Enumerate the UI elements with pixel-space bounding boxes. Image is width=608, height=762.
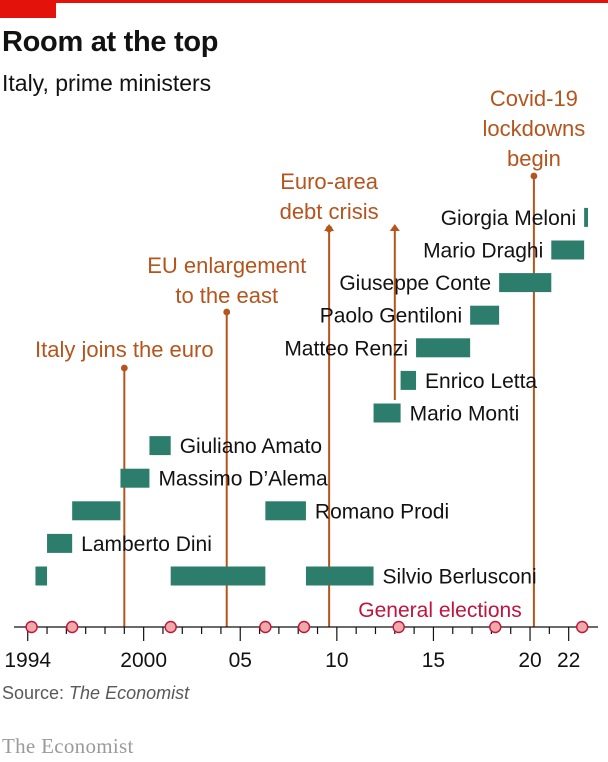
- election-marker: [259, 620, 272, 634]
- top-rule: [0, 0, 608, 3]
- election-marker: [576, 620, 589, 634]
- event-marker: [530, 172, 538, 180]
- pm-name-label: Romano Prodi: [315, 500, 449, 523]
- pm-term-bar: [416, 338, 471, 358]
- pm-term-bar: [47, 533, 73, 553]
- x-tick-label: 1994: [4, 649, 51, 672]
- event-marker: [120, 364, 128, 372]
- event-marker: [389, 224, 400, 231]
- pm-term-bar: [120, 468, 150, 488]
- election-marker: [65, 620, 79, 634]
- pm-term-bar: [470, 305, 500, 325]
- pm-term-bar: [149, 436, 171, 456]
- brand-logo: The Economist: [2, 734, 134, 758]
- x-tick-label: 10: [325, 649, 348, 672]
- x-tick-label: 2000: [120, 649, 167, 672]
- election-label: General elections: [358, 599, 521, 622]
- pm-name-label: Lamberto Dini: [81, 533, 212, 556]
- event-label: debt crisis: [280, 199, 379, 224]
- election-marker: [392, 620, 405, 634]
- pm-name-label: Giuliano Amato: [180, 435, 322, 458]
- pm-name-label: Massimo D’Alema: [158, 468, 328, 491]
- source-note: Source: The Economist: [2, 683, 189, 704]
- chart-subtitle: Italy, prime ministers: [2, 70, 212, 96]
- election-marker: [297, 620, 311, 634]
- chart-title: Room at the top: [2, 26, 219, 58]
- event-label: EU enlargement: [147, 253, 306, 278]
- gantt-chart: Italy joins the euro EU enlargement to the…: [4, 86, 598, 672]
- event-label: Euro-area: [280, 169, 379, 194]
- pm-name-label: Silvio Berlusconi: [383, 566, 537, 589]
- pm-term-bar: [499, 273, 552, 293]
- pm-name-label: Giuseppe Conte: [339, 272, 491, 295]
- pm-term-bar: [170, 566, 266, 586]
- pm-term-bar: [305, 566, 374, 586]
- event-label: lockdowns: [483, 116, 586, 141]
- pm-term-bar: [373, 403, 401, 423]
- pm-term-bar: [400, 370, 417, 390]
- election-marker: [25, 620, 38, 634]
- event-label: Covid-19: [490, 86, 578, 111]
- pm-name-label: Mario Monti: [410, 403, 520, 426]
- pm-term-bar: [584, 207, 588, 227]
- pm-name-label: Matteo Renzi: [284, 337, 408, 360]
- pm-name-label: Paolo Gentiloni: [320, 305, 462, 328]
- x-tick-label: 05: [229, 649, 252, 672]
- event-marker: [324, 224, 335, 231]
- event-label: Italy joins the euro: [35, 337, 214, 362]
- x-tick-label: 20: [518, 649, 541, 672]
- pm-name-label: Mario Draghi: [423, 240, 543, 263]
- source-label: Source:: [2, 683, 70, 703]
- election-marker: [489, 620, 502, 634]
- event-label: to the east: [175, 283, 278, 308]
- event-marker: [223, 308, 231, 316]
- brand-tag: [0, 0, 56, 18]
- x-tick-label: 15: [422, 649, 445, 672]
- event-label: begin: [507, 146, 561, 171]
- pm-name-label: Giorgia Meloni: [441, 207, 576, 230]
- pm-term-bar: [72, 501, 121, 521]
- pm-name-label: Enrico Letta: [425, 370, 537, 393]
- pm-term-bar: [35, 566, 48, 586]
- x-tick-label: 22: [557, 649, 580, 672]
- pm-term-bar: [265, 501, 306, 521]
- election-marker: [164, 620, 177, 634]
- source-name: The Economist: [69, 683, 190, 703]
- pm-term-bar: [551, 240, 585, 260]
